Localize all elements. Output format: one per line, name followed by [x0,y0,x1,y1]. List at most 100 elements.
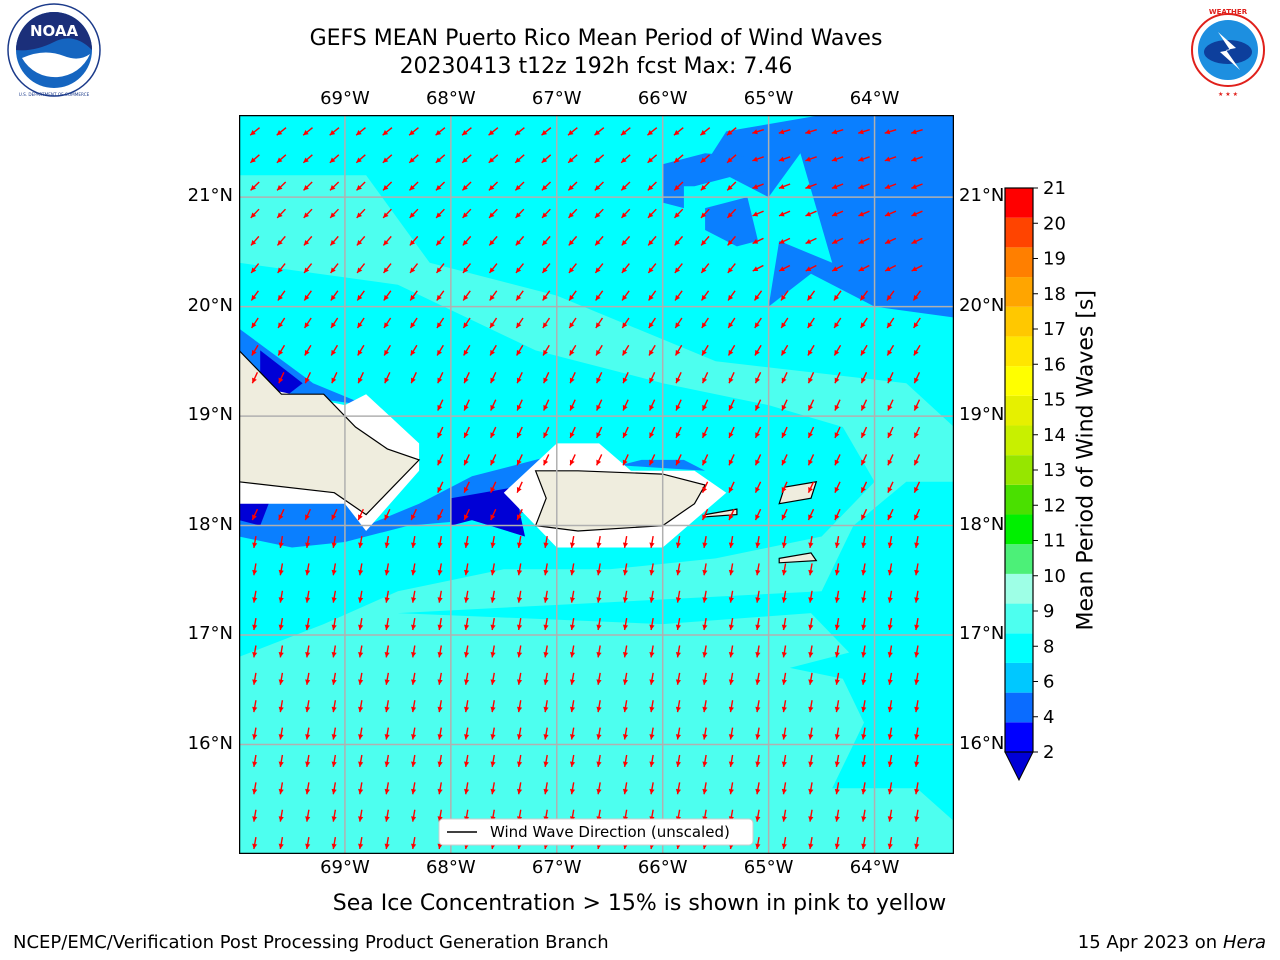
wave-direction-arrow [622,563,629,576]
wave-direction-arrow [674,263,683,274]
wave-direction-arrow [755,563,761,576]
wave-direction-arrow [649,700,655,713]
wave-direction-arrow [329,154,340,164]
wave-direction-arrow [621,344,630,356]
wave-direction-arrow [305,809,311,822]
wave-direction-arrow [834,372,841,384]
colorbar-swatch [1005,514,1033,545]
colorbar-swatch [1005,336,1033,367]
wave-direction-arrow [569,645,576,658]
wave-direction-arrow [305,700,311,713]
wave-direction-arrow [331,645,337,658]
wave-direction-arrow [541,235,551,246]
wave-direction-arrow [278,700,284,713]
wave-direction-arrow [278,508,285,521]
colorbar-swatch [1005,692,1033,723]
wave-direction-arrow [596,535,602,549]
wave-direction-arrow [808,590,814,603]
axis-tick-label: 17°N [187,623,233,645]
wave-direction-arrow [463,454,470,466]
wave-direction-arrow [860,426,868,439]
wave-direction-arrow [701,508,709,521]
wave-direction-arrow [596,782,602,795]
wave-direction-arrow [831,156,844,162]
wave-direction-arrow [701,426,709,439]
wave-direction-arrow [569,399,576,411]
wave-direction-arrow [728,672,734,685]
wave-direction-arrow [913,317,921,329]
wave-direction-arrow [277,317,286,329]
wave-direction-arrow [488,263,498,274]
wave-direction-arrow [569,782,576,795]
wave-direction-arrow [411,590,417,603]
wave-direction-arrow [515,263,524,274]
wave-direction-arrow [861,645,867,658]
landmasses [239,349,818,564]
wave-direction-arrow [702,754,708,767]
wave-direction-arrow [648,317,657,329]
wave-direction-arrow [701,372,709,384]
wave-direction-arrow [700,154,711,164]
wave-direction-arrow [437,672,443,685]
wave-direction-arrow [384,563,390,576]
wave-direction-arrow [913,454,921,466]
wave-direction-arrow [674,344,683,356]
wave-direction-arrow [305,837,311,850]
wave-direction-arrow [303,317,312,329]
wave-direction-arrow [780,317,789,329]
wave-direction-arrow [831,128,844,135]
wave-direction-arrow [755,590,761,603]
wave-direction-arrow [490,645,496,658]
wave-direction-arrow [541,154,552,164]
wave-direction-arrow [488,235,498,246]
wave-direction-arrow [490,727,496,740]
wave-direction-arrow [596,672,602,685]
wave-direction-arrow [781,399,788,411]
wave-direction-arrow [702,645,708,658]
wave-direction-arrow [464,590,470,603]
wave-direction-arrow [886,317,895,329]
axis-tick-label: 68°W [425,88,476,109]
wave-direction-arrow [753,290,763,301]
wave-direction-arrow [647,154,658,164]
wave-direction-arrow [302,127,313,136]
wave-direction-arrow [675,782,681,795]
wave-direction-arrow [727,344,736,356]
wave-direction-arrow [411,754,417,767]
wave-direction-arrow [358,782,364,795]
wave-direction-arrow [490,399,497,411]
wave-direction-arrow [384,837,390,850]
wave-direction-arrow [887,672,893,685]
wave-direction-arrow [754,454,762,466]
wave-direction-arrow [250,181,260,191]
wave-direction-arrow [700,290,710,301]
wave-direction-arrow [569,618,576,631]
wave-direction-arrow [516,618,523,631]
wave-direction-arrow [437,535,443,549]
wave-direction-arrow [278,618,284,631]
wave-direction-arrow [490,590,496,603]
wave-direction-arrow [914,672,920,685]
wave-direction-arrow [752,183,764,189]
wave-direction-arrow [702,782,708,795]
wave-direction-arrow [569,563,576,576]
nws-logo: WEATHER ★ ★ ★ [1182,4,1274,98]
wave-direction-arrow [778,237,791,245]
wave-direction-arrow [252,618,258,631]
wave-direction-arrow [622,754,629,767]
wave-direction-arrow [859,290,869,301]
footer-machine: Hera [1222,932,1266,953]
wave-direction-arrow [569,700,576,713]
wave-direction-arrow [358,809,364,822]
wave-direction-arrow [569,454,576,466]
wave-direction-arrow [831,237,844,245]
wave-direction-arrow [278,809,284,822]
wave-direction-arrow [411,700,417,713]
wave-direction-arrow [858,128,870,135]
wave-direction-arrow [437,700,443,713]
wave-direction-arrow [278,672,284,685]
wave-direction-arrow [331,700,337,713]
wave-direction-arrow [752,264,764,272]
wave-direction-arrow [807,481,815,493]
map-legend: Wind Wave Direction (unscaled) [438,818,754,846]
